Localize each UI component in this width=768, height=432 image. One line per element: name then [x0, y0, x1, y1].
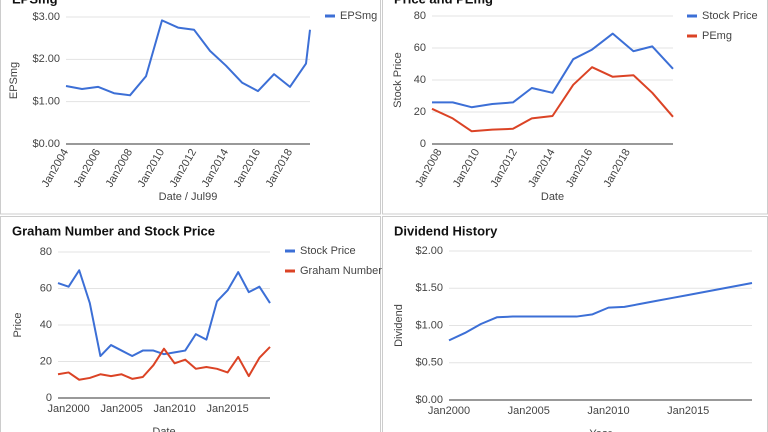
y-axis-label: EPSmg [8, 62, 20, 99]
x-tick-label: Jan2000 [428, 405, 470, 417]
y-tick-label: 0 [420, 138, 426, 150]
y-tick-label: $0.50 [415, 357, 443, 369]
x-tick-label: Jan2018 [601, 147, 633, 190]
x-axis-label: Date [541, 191, 564, 203]
y-tick-label: $1.00 [415, 319, 443, 331]
x-tick-label: Jan2016 [564, 147, 596, 190]
x-tick-label: Jan2012 [488, 147, 520, 190]
x-tick-label: Jan2014 [526, 147, 558, 190]
x-axis-label: Date [152, 426, 175, 432]
y-axis-label: Stock Price [392, 52, 404, 108]
y-tick-label: 20 [40, 355, 52, 367]
y-tick-label: 40 [40, 319, 52, 331]
panel [0, 216, 381, 432]
y-axis-label: Dividend [393, 304, 405, 347]
y-tick-label: $1.50 [415, 282, 443, 294]
y-tick-label: $3.00 [32, 11, 60, 23]
x-tick-label: Jan2010 [136, 147, 168, 190]
legend-label: Graham Number [300, 265, 382, 277]
x-tick-label: Jan2015 [667, 405, 709, 417]
y-tick-label: 80 [40, 246, 52, 258]
x-tick-label: Jan2010 [587, 405, 629, 417]
y-tick-label: $0.00 [32, 138, 60, 150]
y-tick-label: 60 [40, 282, 52, 294]
y-tick-label: $0.00 [415, 394, 443, 406]
x-tick-label: Jan2008 [104, 147, 136, 190]
x-axis-label: Year [589, 428, 612, 432]
y-tick-label: 40 [414, 74, 426, 86]
series-line [432, 32, 674, 109]
x-tick-label: Jan2018 [264, 147, 296, 190]
y-tick-label: 20 [414, 106, 426, 118]
y-tick-label: $1.00 [32, 96, 60, 108]
x-tick-label: Jan2006 [72, 147, 104, 190]
y-axis-label: Price [12, 312, 24, 337]
legend-label: Stock Price [702, 10, 758, 22]
x-tick-label: Jan2008 [413, 147, 445, 190]
x-tick-label: Jan2016 [232, 147, 264, 190]
x-tick-label: Jan2010 [153, 403, 195, 415]
legend-label: Stock Price [300, 245, 356, 257]
legend-label: EPSmg [340, 10, 377, 22]
y-tick-label: $2.00 [415, 245, 443, 257]
x-tick-label: Jan2012 [168, 147, 200, 190]
x-tick-label: Jan2010 [451, 147, 483, 190]
legend-label: PEmg [702, 30, 732, 42]
x-tick-label: Jan2014 [200, 147, 232, 190]
series-line [65, 19, 311, 97]
panel [0, 0, 381, 215]
chart-title: Graham Number and Stock Price [12, 223, 215, 238]
chart-title: Dividend History [394, 223, 498, 238]
series-line [431, 66, 674, 133]
x-axis-label: Date / Jul99 [159, 191, 218, 203]
y-tick-label: 80 [414, 10, 426, 22]
x-tick-label: Jan2005 [508, 405, 550, 417]
chart-title: Price and PEmg [394, 0, 493, 6]
x-tick-label: Jan2015 [206, 403, 248, 415]
series-line [57, 346, 271, 381]
y-tick-label: $2.00 [32, 53, 60, 65]
series-line [448, 282, 753, 342]
x-tick-label: Jan2000 [47, 403, 89, 415]
x-tick-label: Jan2005 [100, 403, 142, 415]
y-tick-label: 0 [46, 392, 52, 404]
chart-title: EPSmg [12, 0, 58, 6]
y-tick-label: 60 [414, 42, 426, 54]
x-tick-label: Jan2004 [40, 147, 72, 190]
series-line [57, 269, 271, 358]
